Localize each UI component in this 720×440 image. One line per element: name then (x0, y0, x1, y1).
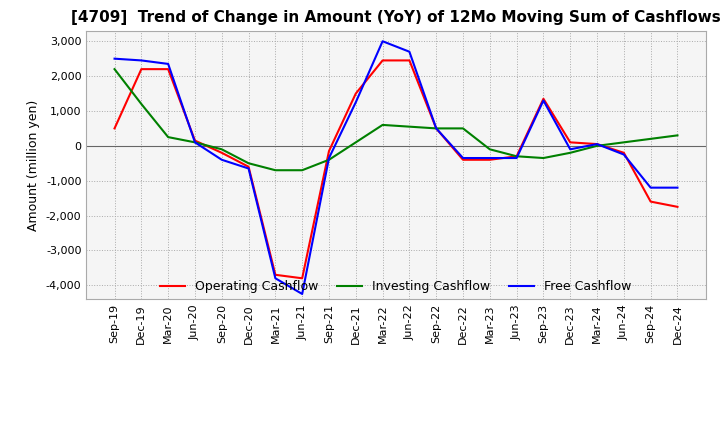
Investing Cashflow (619, 140, 628, 145)
Operating Cashflow (405, 58, 414, 63)
Operating Cashflow (325, 148, 333, 154)
Investing Cashflow (459, 126, 467, 131)
Operating Cashflow (513, 154, 521, 159)
Free Cashflow (110, 56, 119, 61)
Free Cashflow (271, 275, 279, 281)
Title: [4709]  Trend of Change in Amount (YoY) of 12Mo Moving Sum of Cashflows: [4709] Trend of Change in Amount (YoY) o… (71, 11, 720, 26)
Free Cashflow (137, 58, 145, 63)
Free Cashflow (647, 185, 655, 190)
Investing Cashflow (566, 150, 575, 155)
Operating Cashflow (566, 140, 575, 145)
Operating Cashflow (351, 91, 360, 96)
Free Cashflow (459, 155, 467, 161)
Free Cashflow (351, 99, 360, 105)
Investing Cashflow (485, 147, 494, 152)
Free Cashflow (432, 126, 441, 131)
Operating Cashflow (432, 126, 441, 131)
Free Cashflow (405, 49, 414, 55)
Investing Cashflow (325, 157, 333, 162)
Operating Cashflow (164, 66, 173, 72)
Investing Cashflow (191, 140, 199, 145)
Free Cashflow (513, 155, 521, 161)
Free Cashflow (298, 291, 307, 297)
Investing Cashflow (298, 168, 307, 173)
Operating Cashflow (191, 138, 199, 143)
Legend: Operating Cashflow, Investing Cashflow, Free Cashflow: Operating Cashflow, Investing Cashflow, … (156, 275, 636, 298)
Line: Operating Cashflow: Operating Cashflow (114, 60, 678, 278)
Operating Cashflow (217, 150, 226, 155)
Operating Cashflow (673, 204, 682, 209)
Free Cashflow (378, 39, 387, 44)
Investing Cashflow (378, 122, 387, 128)
Line: Investing Cashflow: Investing Cashflow (114, 69, 678, 170)
Operating Cashflow (619, 150, 628, 155)
Free Cashflow (164, 61, 173, 66)
Operating Cashflow (378, 58, 387, 63)
Investing Cashflow (164, 135, 173, 140)
Free Cashflow (539, 98, 548, 103)
Operating Cashflow (485, 157, 494, 162)
Operating Cashflow (244, 164, 253, 169)
Free Cashflow (191, 140, 199, 145)
Investing Cashflow (137, 101, 145, 106)
Free Cashflow (217, 157, 226, 162)
Investing Cashflow (513, 154, 521, 159)
Investing Cashflow (432, 126, 441, 131)
Operating Cashflow (137, 66, 145, 72)
Operating Cashflow (271, 272, 279, 278)
Free Cashflow (593, 141, 601, 147)
Investing Cashflow (244, 161, 253, 166)
Operating Cashflow (459, 157, 467, 162)
Free Cashflow (325, 155, 333, 161)
Free Cashflow (485, 155, 494, 161)
Investing Cashflow (217, 147, 226, 152)
Investing Cashflow (110, 66, 119, 72)
Free Cashflow (673, 185, 682, 190)
Investing Cashflow (539, 155, 548, 161)
Operating Cashflow (647, 199, 655, 204)
Operating Cashflow (593, 141, 601, 147)
Investing Cashflow (593, 143, 601, 148)
Operating Cashflow (110, 126, 119, 131)
Investing Cashflow (673, 133, 682, 138)
Investing Cashflow (405, 124, 414, 129)
Investing Cashflow (271, 168, 279, 173)
Investing Cashflow (647, 136, 655, 142)
Line: Free Cashflow: Free Cashflow (114, 41, 678, 294)
Operating Cashflow (539, 96, 548, 101)
Operating Cashflow (298, 275, 307, 281)
Investing Cashflow (351, 140, 360, 145)
Free Cashflow (244, 166, 253, 171)
Y-axis label: Amount (million yen): Amount (million yen) (27, 99, 40, 231)
Free Cashflow (619, 152, 628, 157)
Free Cashflow (566, 147, 575, 152)
